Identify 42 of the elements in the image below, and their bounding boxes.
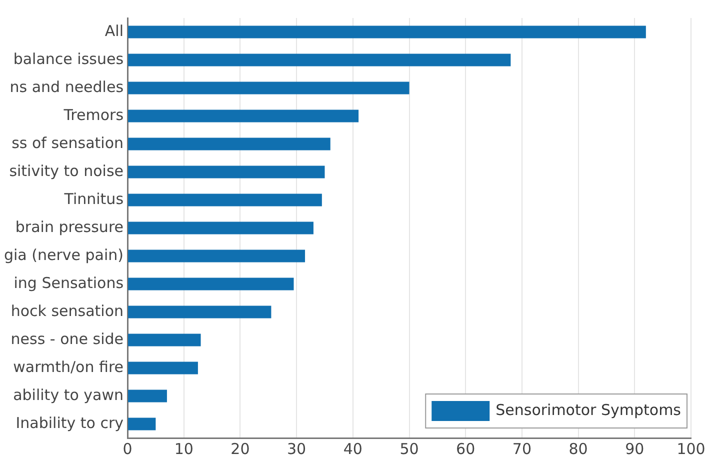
x-tick-label: 0 (122, 440, 132, 458)
bar (128, 278, 294, 290)
y-tick-label: All (104, 22, 124, 40)
bar (128, 194, 322, 206)
y-tick-label: ss of sensation (12, 134, 124, 152)
y-tick-label: ing Sensations (14, 274, 124, 292)
y-tick-label: ness - one side (10, 330, 124, 348)
x-tick-label: 20 (230, 440, 250, 458)
x-tick-label: 60 (456, 440, 476, 458)
bar (128, 222, 314, 234)
bar (128, 54, 511, 66)
y-tick-label: hock sensation (10, 302, 124, 320)
y-tick-label: sitivity to noise (9, 162, 124, 180)
x-tick-label: 100 (676, 440, 706, 458)
y-tick-label: ability to yawn (13, 386, 124, 404)
x-tick-label: 80 (568, 440, 588, 458)
bar (128, 26, 646, 38)
bar (128, 390, 167, 402)
x-tick-label: 90 (625, 440, 644, 458)
y-tick-label: Tremors (62, 106, 124, 124)
bar (128, 166, 325, 178)
y-tick-label: warmth/on fire (13, 358, 124, 376)
y-tick-label: Tinnitus (63, 190, 124, 208)
bar (128, 306, 272, 318)
x-tick-label: 50 (400, 440, 419, 458)
y-tick-label: brain pressure (15, 218, 124, 236)
y-tick-label: gia (nerve pain) (4, 246, 124, 264)
bar (128, 334, 201, 346)
y-tick-label: Inability to cry (16, 414, 124, 432)
x-tick-label: 70 (512, 440, 532, 458)
y-tick-label: balance issues (13, 50, 124, 68)
bar (128, 138, 330, 150)
y-tick-label: ns and needles (10, 78, 124, 96)
bar (128, 82, 410, 94)
legend-label: Sensorimotor Symptoms (496, 400, 682, 419)
bar (128, 418, 156, 430)
bar (128, 110, 359, 122)
bar (128, 250, 306, 262)
x-tick-label: 30 (287, 440, 306, 458)
bar (128, 362, 198, 374)
x-tick-label: 40 (343, 440, 362, 458)
x-tick-label: 10 (174, 440, 194, 458)
